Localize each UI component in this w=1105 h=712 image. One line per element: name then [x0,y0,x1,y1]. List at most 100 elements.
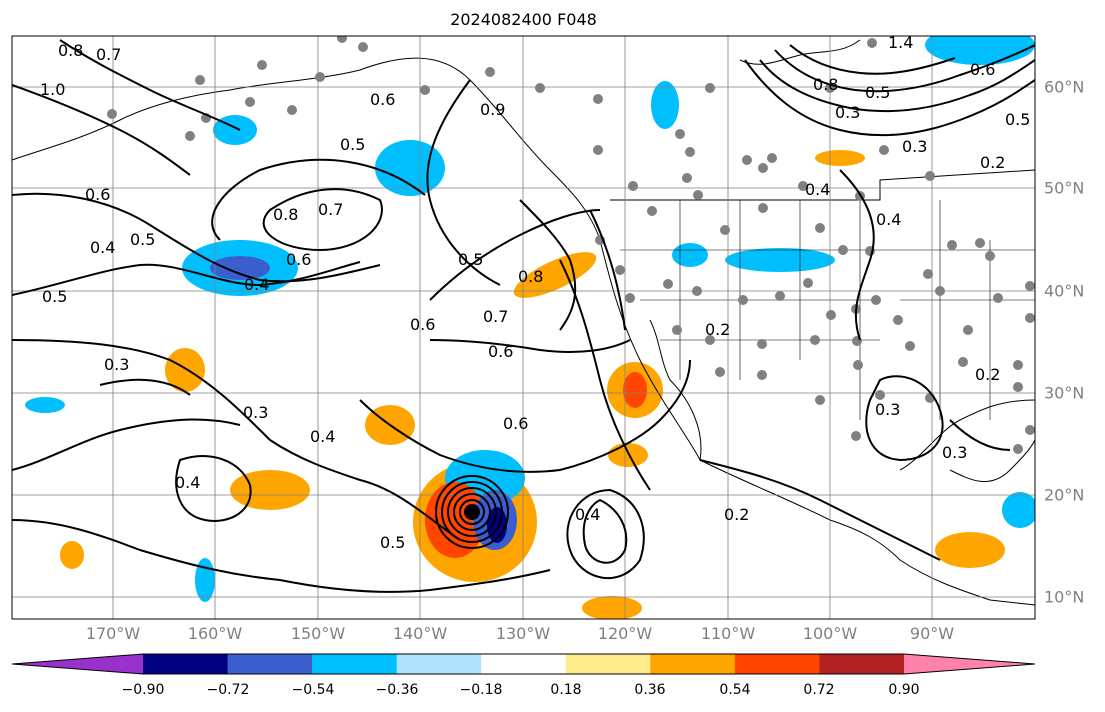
longitude-label: 120°W [597,624,653,643]
colorbar-extend-max [904,654,1035,674]
latitude-label: 30°N [1044,383,1085,403]
negative-anomaly [1002,492,1035,528]
contour-label: 0.8 [58,41,83,60]
positive-anomaly [165,348,205,392]
contour-label: 0.5 [865,83,890,102]
latitude-label: 10°N [1044,587,1085,607]
contour-label: 0.4 [805,180,830,199]
map-title: 2024082400 F048 [450,10,597,29]
contour-label: 0.6 [370,90,395,109]
colorbar-segment [312,654,398,674]
contour-label: 0.3 [942,443,967,462]
latitude-label: 20°N [1044,485,1085,505]
contour-label: 0.4 [90,238,115,257]
state-borders [620,200,1035,420]
negative-anomaly [672,243,708,267]
positive-anomaly [935,532,1005,568]
contour-label: 0.8 [813,75,838,94]
contour-label: 0.2 [980,153,1005,172]
colorbar-segment [227,654,313,674]
negative-anomaly [651,81,679,129]
contour-label: 0.8 [273,205,298,224]
longitude-label: 110°W [700,624,756,643]
positive-anomaly [60,541,84,569]
positive-anomaly [582,596,642,619]
longitude-label: 160°W [187,624,243,643]
colorbar-segment [481,654,567,674]
contour-label: 0.7 [96,45,121,64]
contour-label: 0.9 [480,100,505,119]
negative-anomaly-strong [210,256,270,280]
contour-label: 0.4 [175,473,200,492]
colorbar-segment [143,654,229,674]
negative-anomaly [725,248,835,272]
colorbar-segment [650,654,736,674]
contour-label: 0.6 [488,342,513,361]
negative-anomaly [25,397,65,413]
colorbar-tick-label: 0.18 [550,682,582,698]
colorbar-extend-min [12,654,143,674]
latitude-label: 40°N [1044,281,1085,301]
contour-label: 0.6 [970,60,995,79]
contour-label: 0.3 [875,400,900,419]
colorbar-segments [11,653,1036,675]
longitude-label: 150°W [290,624,346,643]
positive-anomaly [815,150,865,166]
latitude-label: 50°N [1044,178,1085,198]
contour-label: 1.4 [888,33,913,52]
contour-label: 0.8 [518,267,543,286]
colorbar-tick-label: 0.72 [803,682,835,698]
colorbar-segment [819,654,905,674]
colorbar-tick-label: −0.36 [375,682,419,698]
colorbar-tick-label: −0.90 [121,682,165,698]
contour-lines [12,39,1035,593]
storm-contours [435,475,509,549]
positive-anomaly [513,252,597,298]
colorbar-segment [396,654,482,674]
contour-label: 0.2 [705,320,730,339]
contour-label: 0.5 [340,135,365,154]
contour-label: 0.6 [286,250,311,269]
contour-label: 0.2 [975,365,1000,384]
colorbar-outline [11,653,1036,675]
contour-label: 0.4 [244,275,269,294]
contour-label: 0.5 [380,533,405,552]
positive-anomaly-strong [623,372,647,408]
station-dots [107,36,1035,454]
contour-label: 0.6 [410,315,435,334]
map-frame [11,35,1036,620]
longitude-label: 90°W [909,624,955,643]
contour-label: 0.3 [104,355,129,374]
colorbar-tick-label: −0.72 [206,682,250,698]
contour-label: 0.5 [130,230,155,249]
contour-label: 0.5 [42,287,67,306]
contour-label: 0.5 [1005,110,1030,129]
colorbar-tick-label: −0.54 [291,682,335,698]
contour-label: 0.7 [318,200,343,219]
latitude-label: 60°N [1044,77,1085,97]
contour-label: 0.6 [85,185,110,204]
colorbar-tick-label: 0.90 [888,682,920,698]
colorbar-tick-label: 0.36 [634,682,666,698]
colorbar-tick-label: −0.18 [459,682,503,698]
contour-label: 0.4 [575,505,600,524]
storm-center-marker [464,504,480,520]
longitude-label: 140°W [392,624,448,643]
contour-label: 0.3 [835,103,860,122]
colorbar-segment [565,654,651,674]
contour-label: 0.5 [458,250,483,269]
contour-label: 0.7 [483,307,508,326]
contour-label: 0.6 [503,414,528,433]
longitude-label: 100°W [802,624,858,643]
contour-label: 0.4 [876,210,901,229]
longitude-label: 130°W [495,624,551,643]
contour-label: 0.4 [310,427,335,446]
contour-label-group: 0.8 1.0 0.7 0.6 0.5 0.4 0.3 0.2 0.9 1.4 … [40,33,1030,552]
lat-lon-grid [12,36,1035,619]
contour-label: 0.3 [902,137,927,156]
longitude-label: 170°W [85,624,141,643]
colorbar-tick-label: 0.54 [719,682,751,698]
colorbar-segment [734,654,820,674]
